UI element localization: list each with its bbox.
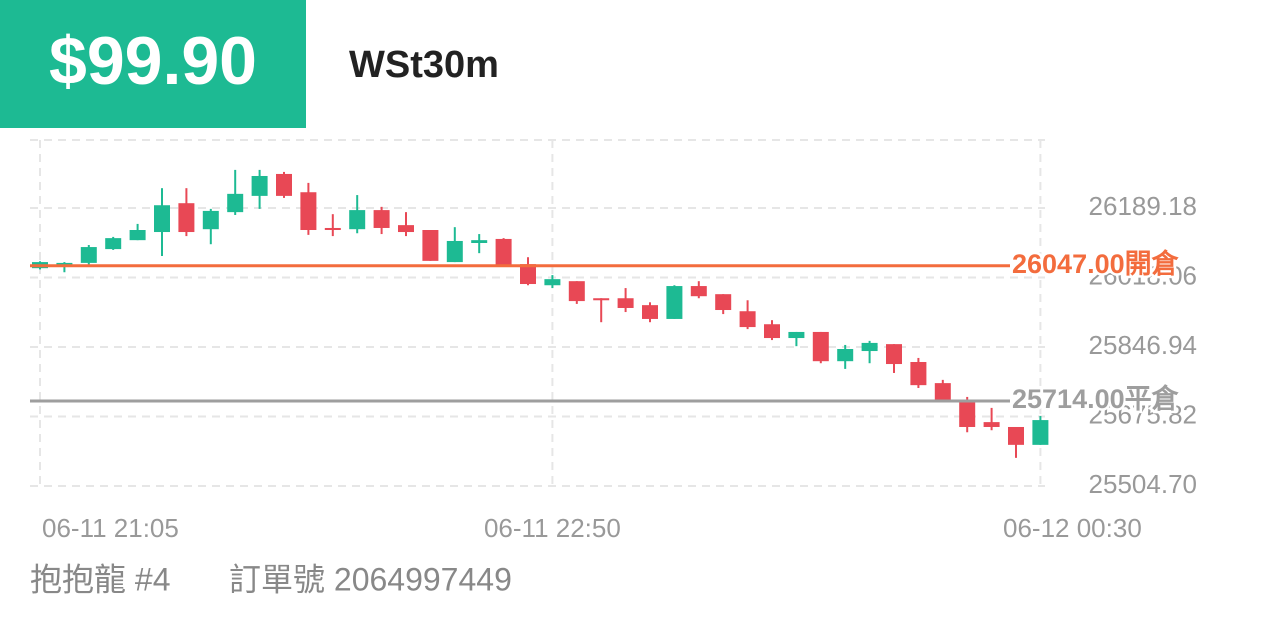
candle-body bbox=[324, 227, 341, 231]
candle-body bbox=[178, 203, 195, 233]
candle-body bbox=[910, 362, 927, 386]
candle-body bbox=[398, 225, 414, 233]
candle-body bbox=[105, 238, 122, 250]
x-tick-label: 06-12 00:30 bbox=[1003, 513, 1142, 543]
candle-body bbox=[1032, 420, 1049, 445]
candle-body bbox=[471, 240, 488, 243]
candle-body bbox=[129, 230, 146, 241]
candle-body bbox=[934, 383, 951, 401]
candle-body bbox=[837, 349, 854, 362]
candle-body bbox=[764, 324, 780, 339]
candle-body bbox=[520, 264, 536, 285]
candle-body bbox=[812, 331, 829, 362]
candle-body bbox=[422, 230, 439, 261]
candle-body bbox=[154, 205, 170, 233]
x-tick-label: 06-11 21:05 bbox=[42, 513, 179, 543]
candle-body bbox=[959, 400, 976, 427]
candle-body bbox=[861, 342, 878, 352]
candle-body bbox=[251, 175, 268, 196]
candle-body bbox=[739, 311, 756, 328]
candle-body bbox=[617, 298, 634, 308]
candle-body bbox=[202, 210, 219, 230]
candle-body bbox=[56, 262, 73, 265]
y-tick-label: 25504.70 bbox=[1089, 469, 1197, 499]
candle-body bbox=[276, 173, 292, 196]
y-tick-label: 26189.18 bbox=[1089, 191, 1197, 221]
candle-body bbox=[715, 294, 732, 311]
y-tick-label: 26018.06 bbox=[1089, 260, 1197, 290]
order-number: 訂單號 2064997449 bbox=[229, 561, 512, 597]
candle-body bbox=[495, 238, 512, 265]
candle-body bbox=[593, 298, 610, 301]
y-tick-label: 25675.82 bbox=[1089, 399, 1197, 429]
candle-body bbox=[446, 240, 463, 263]
candle-body bbox=[227, 193, 244, 213]
account-name: 抱抱龍 #4 bbox=[30, 561, 171, 597]
reference-label: 26047.00開倉 bbox=[1012, 248, 1180, 279]
candle-body bbox=[1008, 426, 1024, 445]
candle-body bbox=[349, 210, 366, 230]
candle-body bbox=[544, 279, 561, 286]
candle-body bbox=[568, 281, 585, 302]
candle-body bbox=[886, 344, 902, 365]
y-tick-label: 25846.94 bbox=[1089, 330, 1197, 360]
candle-body bbox=[373, 210, 390, 228]
candle-body bbox=[300, 192, 317, 231]
candle-body bbox=[788, 331, 805, 339]
candle-body bbox=[666, 286, 683, 319]
candle-body bbox=[690, 286, 707, 297]
candle-body bbox=[642, 305, 658, 319]
price-badge bbox=[0, 0, 306, 128]
reference-label: 25714.00平倉 bbox=[1012, 383, 1180, 414]
price: $99.90 bbox=[49, 23, 257, 99]
symbol: WSt30m bbox=[349, 44, 499, 86]
candle-body bbox=[80, 247, 97, 263]
x-tick-label: 06-11 22:50 bbox=[484, 513, 621, 543]
candle-body bbox=[983, 422, 1000, 427]
